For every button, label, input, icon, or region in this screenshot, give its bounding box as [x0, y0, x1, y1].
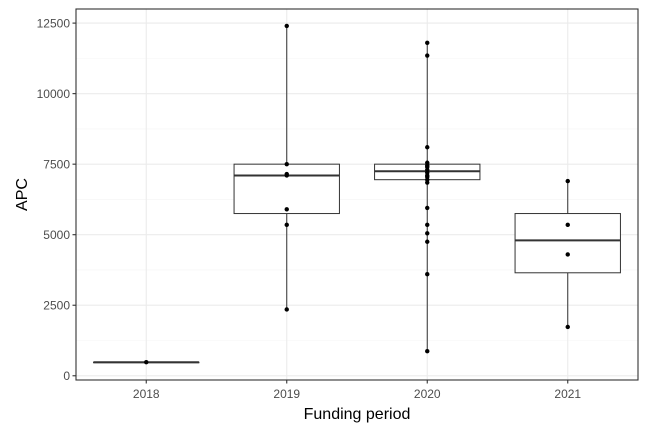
data-point [425, 222, 430, 228]
boxes-layer [93, 25, 621, 364]
data-point [565, 222, 570, 228]
minor-gridlines [76, 58, 638, 341]
data-point [425, 349, 430, 354]
x-axis-ticks: 2018 2019 2020 2021 [133, 380, 581, 401]
x-tick-label: 2019 [273, 387, 300, 401]
y-tick-label: 2500 [43, 298, 70, 312]
x-tick-label: 2018 [133, 387, 160, 401]
x-tick-label: 2020 [414, 387, 441, 401]
data-point [284, 222, 289, 228]
box-iqr [233, 163, 340, 215]
data-point [284, 207, 289, 212]
data-point [425, 53, 430, 58]
data-point [565, 252, 570, 257]
x-axis-title: Funding period [304, 406, 411, 423]
data-point [565, 324, 570, 330]
y-axis-ticks: 0 2500 5000 7500 10000 12500 [37, 16, 76, 383]
y-tick-label: 12500 [37, 16, 71, 30]
data-point [144, 360, 149, 365]
panel-border [75, 8, 639, 381]
data-point [425, 205, 430, 211]
major-gridlines [76, 9, 638, 380]
data-point [425, 40, 430, 46]
x-tick-label: 2021 [554, 387, 581, 401]
data-point [425, 145, 430, 150]
y-tick-label: 10000 [37, 87, 71, 101]
data-point [425, 239, 430, 244]
data-point [425, 180, 430, 185]
data-point [284, 161, 289, 167]
data-point [425, 231, 430, 236]
points-layer [144, 23, 570, 365]
data-point [425, 272, 430, 277]
y-tick-label: 7500 [43, 157, 70, 171]
y-tick-label: 0 [63, 369, 70, 383]
data-point [565, 178, 570, 184]
box-iqr [514, 213, 621, 274]
data-point [284, 173, 289, 178]
y-axis-title: APC [14, 178, 31, 211]
y-tick-label: 5000 [43, 228, 70, 242]
data-point [284, 23, 289, 29]
data-point [284, 307, 289, 312]
